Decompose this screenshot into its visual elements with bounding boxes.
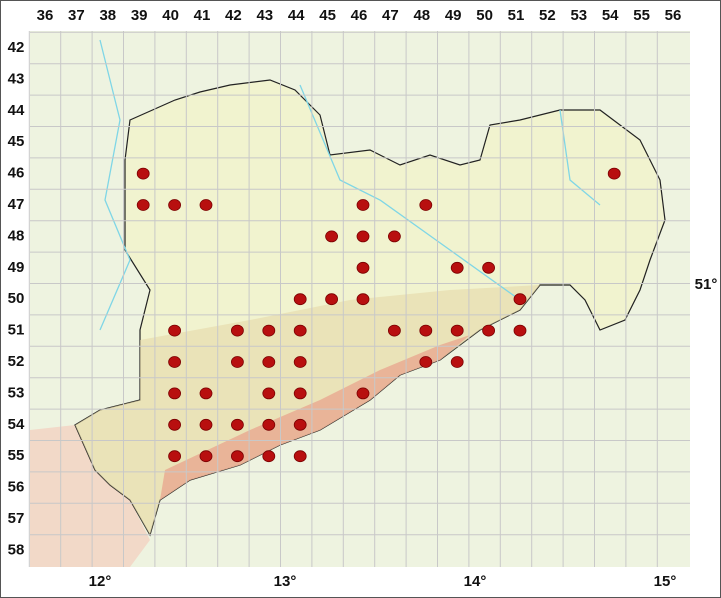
occurrence-dot (450, 356, 464, 368)
occurrence-dot (230, 324, 244, 337)
column-label: 47 (382, 7, 399, 24)
column-label: 36 (37, 7, 54, 24)
occurrence-dot (136, 167, 150, 180)
occurrence-dot (325, 293, 339, 306)
grid (28, 31, 690, 567)
row-label: 46 (8, 165, 25, 182)
occurrence-dot (419, 199, 433, 211)
occurrence-dot (168, 450, 182, 463)
row-label: 47 (8, 196, 25, 213)
occurrence-dot (387, 230, 401, 243)
occurrence-dot (419, 356, 433, 368)
occurrence-dot (356, 199, 370, 211)
occurrence-dot (293, 356, 307, 368)
occurrence-dot (325, 230, 339, 243)
occurrence-dots (136, 167, 621, 463)
occurrence-dot (356, 230, 370, 243)
occurrence-dot (607, 167, 621, 180)
occurrence-dot (356, 387, 370, 400)
row-label: 56 (8, 479, 25, 496)
row-label: 42 (8, 39, 25, 56)
relief-outside (30, 425, 150, 567)
occurrence-dot (387, 324, 401, 337)
occurrence-dot (136, 199, 150, 211)
row-label: 43 (8, 70, 25, 87)
column-label: 39 (131, 7, 148, 24)
row-label: 52 (8, 353, 25, 370)
occurrence-dot (199, 418, 213, 431)
occurrence-dot (482, 324, 496, 337)
row-label: 45 (8, 133, 25, 150)
occurrence-dot (293, 324, 307, 337)
row-label: 51 (8, 322, 25, 339)
occurrence-dot (230, 450, 244, 463)
longitude-label: 14° (464, 573, 487, 590)
occurrence-dot (293, 387, 307, 400)
column-label: 49 (445, 7, 462, 24)
occurrence-dot (450, 324, 464, 337)
occurrence-dot (419, 324, 433, 337)
row-label: 58 (8, 541, 25, 558)
occurrence-dot (230, 356, 244, 368)
labels: 36 37 38 39 40 41 42 43 44 45 46 47 48 49 50 51 52 53 54 55… (8, 7, 718, 590)
occurrence-dot (293, 418, 307, 431)
column-label: 40 (162, 7, 179, 24)
column-label: 41 (194, 7, 211, 24)
row-label: 44 (8, 102, 25, 119)
occurrence-dot (262, 450, 276, 463)
row-label: 54 (8, 416, 25, 433)
occurrence-dot (168, 356, 182, 368)
occurrence-dot (356, 293, 370, 306)
occurrence-dot (199, 199, 213, 211)
row-label: 55 (8, 447, 25, 464)
occurrence-dot (262, 418, 276, 431)
occurrence-dot (513, 324, 527, 337)
column-label: 46 (351, 7, 368, 24)
column-label: 55 (633, 7, 650, 24)
column-label: 54 (602, 7, 619, 24)
row-label: 48 (8, 227, 25, 244)
occurrence-dot (168, 199, 182, 211)
row-label: 57 (8, 510, 25, 527)
column-label: 42 (225, 7, 242, 24)
column-label: 44 (288, 7, 305, 24)
longitude-label: 12° (89, 573, 112, 590)
column-label: 43 (256, 7, 273, 24)
column-label: 50 (476, 7, 493, 24)
longitude-label: 15° (654, 573, 677, 590)
occurrence-dot (293, 293, 307, 306)
row-label: 50 (8, 290, 25, 307)
occurrence-dot (513, 293, 527, 306)
occurrence-dot (168, 418, 182, 431)
occurrence-dot (262, 356, 276, 368)
occurrence-dot (356, 261, 370, 274)
occurrence-dot (168, 324, 182, 337)
occurrence-dot (482, 261, 496, 274)
latitude-label: 51° (695, 276, 718, 293)
column-label: 38 (99, 7, 116, 24)
longitude-label: 13° (274, 573, 297, 590)
occurrence-dot (262, 387, 276, 400)
occurrence-dot (450, 261, 464, 274)
occurrence-dot (230, 418, 244, 431)
row-label: 53 (8, 384, 25, 401)
column-label: 53 (570, 7, 587, 24)
occurrence-dot (199, 387, 213, 400)
row-label: 49 (8, 259, 25, 276)
column-label: 51 (508, 7, 525, 24)
column-label: 37 (68, 7, 85, 24)
column-label: 52 (539, 7, 556, 24)
column-label: 48 (413, 7, 430, 24)
column-label: 45 (319, 7, 336, 24)
occurrence-dot (262, 324, 276, 337)
column-label: 56 (665, 7, 682, 24)
occurrence-dot (293, 450, 307, 463)
occurrence-dot (199, 450, 213, 463)
occurrence-dot (168, 387, 182, 400)
